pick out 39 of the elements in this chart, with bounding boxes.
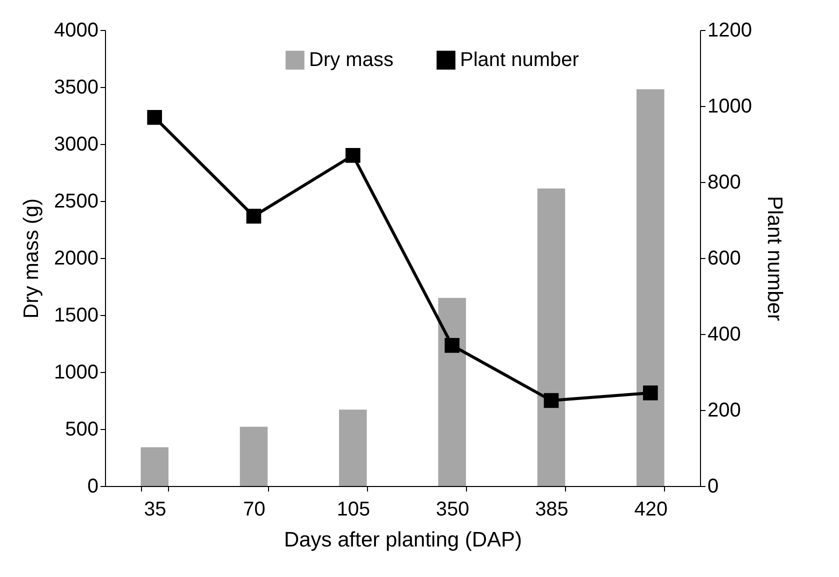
bar — [140, 447, 168, 486]
point — [346, 148, 360, 163]
y2-tick-label: 600 — [708, 248, 741, 270]
y2-axis-title: Plant number — [762, 196, 786, 321]
y-tick-label: 1000 — [54, 362, 98, 384]
legend-label: Plant number — [460, 49, 580, 72]
bar — [240, 426, 268, 486]
y2-tick-label: 400 — [708, 324, 741, 346]
y2-tick-label: 1200 — [708, 20, 752, 42]
bar — [636, 89, 664, 486]
y-tick-label: 4000 — [54, 20, 98, 42]
bar — [438, 298, 466, 486]
point — [544, 393, 559, 408]
x-tick-label: 105 — [336, 498, 370, 520]
point — [444, 338, 460, 353]
y2-tick-label: 0 — [708, 476, 719, 498]
y-tick-label: 2000 — [54, 248, 98, 270]
y-tick-label: 500 — [65, 418, 98, 440]
y-tick-label: 2500 — [54, 190, 98, 212]
y2-tick-label: 200 — [708, 400, 741, 422]
x-axis-title: Days after planting (DAP) — [284, 528, 522, 552]
x-tick-label: 350 — [436, 498, 470, 520]
x-tick-label: 70 — [243, 498, 266, 520]
y2-tick-label: 1000 — [708, 96, 752, 118]
point — [246, 208, 262, 224]
x-tick-label: 420 — [634, 498, 668, 520]
bar — [339, 410, 367, 486]
y-axis-title: Dry mass (g) — [20, 198, 44, 319]
y-tick-label: 3500 — [54, 76, 98, 98]
x-tick-label: 35 — [144, 498, 166, 520]
legend-label: Dry mass — [309, 49, 394, 72]
bar — [537, 188, 566, 486]
y2-tick-label: 800 — [708, 172, 741, 194]
point — [147, 110, 162, 125]
y-tick-label: 1500 — [54, 304, 98, 326]
y-tick-label: 0 — [87, 476, 98, 498]
x-tick-label: 385 — [535, 498, 568, 520]
y-tick-label: 3000 — [54, 134, 98, 156]
point — [643, 385, 658, 400]
